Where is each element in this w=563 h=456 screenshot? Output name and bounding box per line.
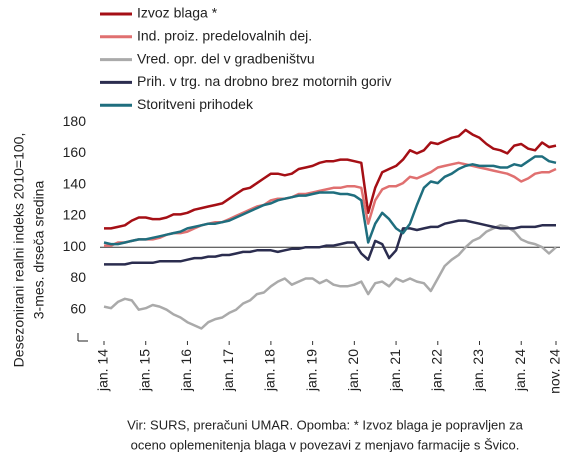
- y-axis-title: 3-mes. drseča sredina: [31, 181, 47, 320]
- y-tick-label: 180: [63, 113, 87, 129]
- y-tick-label: 120: [63, 207, 87, 223]
- series-line: [103, 224, 557, 330]
- source-note: oceno oplemenitenja blaga v povezavi z m…: [131, 437, 520, 452]
- source-note: Vir: SURS, preračuni UMAR. Opomba: * Izv…: [127, 417, 523, 432]
- x-tick-label: jan. 24: [512, 349, 528, 392]
- y-tick-label: 80: [70, 269, 86, 285]
- x-tick-label: jan. 20: [345, 349, 361, 392]
- x-tick-label: jan. 17: [220, 349, 236, 392]
- x-tick-label: jan. 19: [303, 349, 319, 392]
- legend-label: Vred. opr. del v gradbeništvu: [137, 50, 315, 66]
- x-tick-label: jan. 18: [262, 349, 278, 392]
- y-tick-label: 60: [70, 300, 86, 316]
- legend-label: Ind. proiz. predelovalnih dej.: [137, 28, 312, 44]
- y-tick-label: 160: [63, 144, 87, 160]
- series-line: [104, 128, 557, 230]
- y-axis-title: Desezonirani realni indeks 2010=100,: [11, 133, 27, 368]
- series-line: [103, 155, 557, 246]
- x-tick-label: nov. 24: [547, 349, 563, 394]
- x-tick-label: jan. 21: [387, 349, 403, 392]
- x-tick-label: jan. 16: [178, 349, 194, 392]
- legend-label: Storitveni prihodek: [137, 96, 254, 112]
- axis-break: [77, 333, 88, 342]
- y-tick-label: 100: [63, 238, 87, 254]
- legend-label: Prih. v trg. na drobno brez motornih gor…: [137, 73, 391, 89]
- x-tick-label: jan. 14: [95, 349, 111, 392]
- series-line: [104, 219, 556, 266]
- legend-label: Izvoz blaga *: [137, 5, 218, 21]
- x-tick-label: jan. 23: [470, 349, 486, 392]
- x-tick-label: jan. 22: [428, 349, 444, 392]
- x-tick-label: jan. 15: [136, 349, 152, 392]
- y-tick-label: 140: [63, 175, 87, 191]
